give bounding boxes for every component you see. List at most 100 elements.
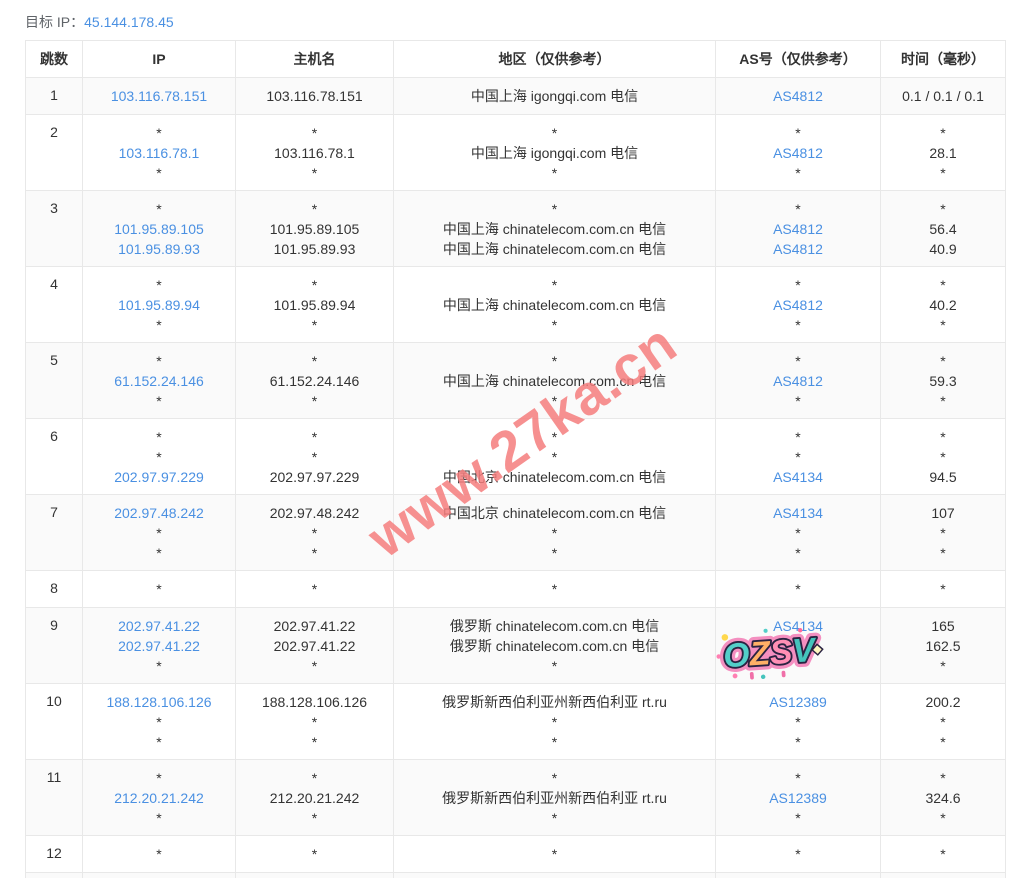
ip-link[interactable]: 61.152.24.146 xyxy=(114,372,204,389)
host-value: 61.152.24.146 xyxy=(269,372,360,389)
cell-time: * * 94.5 xyxy=(880,418,1006,495)
asn-link[interactable]: AS4134 xyxy=(773,504,823,521)
time-value: * xyxy=(940,392,946,409)
asn-value: * xyxy=(795,581,801,597)
region-value: * xyxy=(551,448,558,465)
time-value: * xyxy=(940,769,946,786)
time-value: 59.3 xyxy=(929,372,957,389)
asn-link[interactable]: AS4812 xyxy=(773,220,823,237)
host-value: * xyxy=(311,164,318,181)
cell-region: * 中国上海 igongqi.com 电信 * xyxy=(393,114,716,191)
asn-link[interactable]: AS4812 xyxy=(773,88,823,104)
svg-text:OZSV: OZSV xyxy=(722,632,818,675)
time-value: 107 xyxy=(931,504,955,521)
ip-link[interactable]: 188.128.106.126 xyxy=(106,693,212,710)
ip-value: * xyxy=(156,657,162,674)
host-value: 103.116.78.151 xyxy=(266,88,363,104)
column-header-ip: IP xyxy=(82,40,236,78)
asn-link[interactable]: AS12389 xyxy=(769,693,827,710)
region-value: * xyxy=(551,544,558,561)
asn-link[interactable]: AS4134 xyxy=(773,617,823,634)
ip-link[interactable]: 101.95.89.94 xyxy=(118,296,200,313)
ip-link[interactable]: 202.97.48.242 xyxy=(114,504,204,521)
cell-ip: * 212.20.21.242 * xyxy=(82,759,236,836)
ip-value: * xyxy=(156,316,162,333)
time-value: 200.2 xyxy=(925,693,961,710)
region-value: 中国上海 igongqi.com 电信 xyxy=(470,144,639,161)
host-value: * xyxy=(311,352,318,369)
ip-value: * xyxy=(156,164,162,181)
region-value: * xyxy=(551,846,558,862)
host-value: 101.95.89.93 xyxy=(273,240,356,257)
time-value: * xyxy=(940,352,946,369)
ip-link[interactable]: 202.97.41.22 xyxy=(118,637,200,654)
table-row: 9 202.97.41.22 202.97.41.22 * 202.97.41.22 20… xyxy=(25,607,1006,684)
cell-region: 俄罗斯新西伯利亚州新西伯利亚 rt.ru * * xyxy=(393,683,716,760)
host-value: 212.20.21.242 xyxy=(269,789,360,806)
region-value: * xyxy=(551,352,558,369)
asn-value: * xyxy=(795,544,801,561)
cell-ip: 202.97.48.242 * * xyxy=(82,494,236,571)
host-value: * xyxy=(311,657,318,674)
ip-link[interactable]: 202.97.97.229 xyxy=(114,468,204,485)
region-value: 中国上海 chinatelecom.com.cn 电信 xyxy=(442,372,667,389)
cell-host: * 101.95.89.105 101.95.89.93 xyxy=(235,190,394,267)
ip-link[interactable]: 103.116.78.151 xyxy=(110,88,208,104)
ip-value: * xyxy=(156,733,162,750)
ip-link[interactable]: 202.97.41.22 xyxy=(118,617,200,634)
cell-asn: * AS4812 AS4812 xyxy=(715,190,881,267)
host-value: * xyxy=(311,524,318,541)
host-value: * xyxy=(311,544,318,561)
time-value: * xyxy=(940,809,946,826)
ip-link[interactable]: 103.116.78.1 xyxy=(118,144,200,161)
ip-link[interactable]: 101.95.89.105 xyxy=(114,220,204,237)
ip-link[interactable]: 101.95.89.93 xyxy=(118,240,200,257)
table-row: 11 * 212.20.21.242 * * 212.20.21.242 * * 俄罗斯新西伯利… xyxy=(25,759,1006,836)
host-value: * xyxy=(311,769,318,786)
cell-ip: * xyxy=(82,570,236,608)
traceroute-table: 跳数 IP 主机名 地区（仅供参考） AS号（仅供参考） 时间（毫秒） 1 103… xyxy=(25,40,1006,878)
asn-link[interactable]: AS4812 xyxy=(773,372,823,389)
asn-link[interactable]: AS4812 xyxy=(773,144,823,161)
ip-value: * xyxy=(156,846,162,862)
target-ip-link[interactable]: 45.144.178.45 xyxy=(84,14,174,30)
table-row: 4 * 101.95.89.94 * * 101.95.89.94 * * 中国上海 china… xyxy=(25,266,1006,343)
asn-value: * xyxy=(795,124,801,141)
host-value: * xyxy=(311,392,318,409)
asn-link[interactable]: AS12389 xyxy=(769,789,827,806)
region-value: 中国上海 chinatelecom.com.cn 电信 xyxy=(442,240,667,257)
region-value: 中国上海 igongqi.com 电信 xyxy=(470,88,639,104)
asn-link[interactable]: AS4812 xyxy=(773,240,823,257)
cell-host: * xyxy=(235,835,394,873)
time-value: * xyxy=(940,316,946,333)
cell-region: * 中国上海 chinatelecom.com.cn 电信 * xyxy=(393,266,716,343)
table-row: 10 188.128.106.126 * * 188.128.106.126 * * 俄罗斯新… xyxy=(25,683,1006,760)
ip-value: * xyxy=(156,124,162,141)
cell-asn: * AS4812 * xyxy=(715,342,881,419)
ip-value: * xyxy=(156,769,162,786)
cell-host: 202.97.48.242 * * xyxy=(235,494,394,571)
asn-link[interactable]: AS4812 xyxy=(773,296,823,313)
asn-link[interactable]: AS4134 xyxy=(773,468,823,485)
ip-value: * xyxy=(156,200,162,217)
target-ip-line: 目标 IP：45.144.178.45 xyxy=(25,12,174,32)
asn-value: * xyxy=(795,200,801,217)
ip-value: * xyxy=(156,392,162,409)
cell-host: 202.97.41.22 202.97.41.22 * xyxy=(235,607,394,684)
table-row: 1 103.116.78.151 103.116.78.151 中国上海 igongq… xyxy=(25,77,1006,115)
asn-value: * xyxy=(795,733,801,750)
cell-time: * xyxy=(880,835,1006,873)
ip-link[interactable]: 212.20.21.242 xyxy=(114,789,204,806)
asn-value: * xyxy=(795,428,801,445)
region-value: * xyxy=(551,524,558,541)
asn-value: * xyxy=(795,809,801,826)
cell-asn: * * AS4134 xyxy=(715,418,881,495)
region-value: 中国上海 chinatelecom.com.cn 电信 xyxy=(442,220,667,237)
cell-region: * xyxy=(393,570,716,608)
table-row: 7 202.97.48.242 * * 202.97.48.242 * * 中国北京 chin… xyxy=(25,494,1006,571)
target-ip-label: 目标 IP： xyxy=(25,14,85,30)
host-value: * xyxy=(311,448,318,465)
time-value: * xyxy=(940,657,946,674)
cell-region: * 俄罗斯新西伯利亚州新西伯利亚 rt.ru * xyxy=(393,759,716,836)
hop-number: 6 xyxy=(25,418,83,495)
